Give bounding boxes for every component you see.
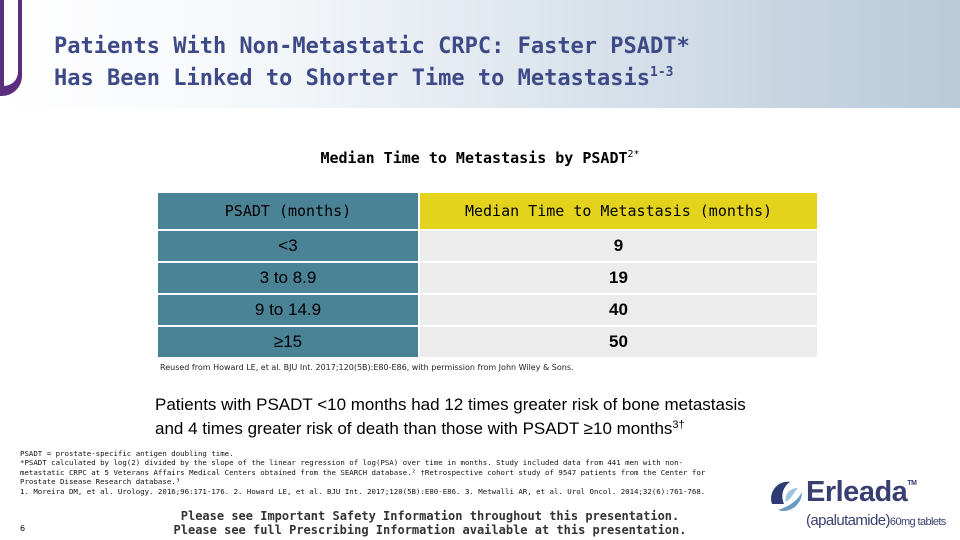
table-row: ≥15 50 xyxy=(158,325,817,357)
key-finding: Patients with PSADT <10 months had 12 ti… xyxy=(155,395,746,438)
footnotes: PSADT = prostate-specific antigen doubli… xyxy=(20,449,745,496)
accent-shape xyxy=(0,0,22,96)
footnote-line: Prostate Disease Research database.³ xyxy=(20,477,181,487)
table-row: 9 to 14.9 40 xyxy=(158,293,817,325)
logo-trademark: TM xyxy=(907,480,917,487)
erleada-logo: ErleadaTM (apalutamide)60mg tablets xyxy=(764,474,946,534)
safety-information: Please see Important Safety Information … xyxy=(173,509,687,537)
table-caption: Median Time to Metastasis by PSADT2* xyxy=(320,149,640,167)
table-header-row: PSADT (months) Median Time to Metastasis… xyxy=(158,193,817,229)
cell-psadt: <3 xyxy=(158,229,420,261)
table-row: 3 to 8.9 19 xyxy=(158,261,817,293)
footnote-line: PSADT = prostate-specific antigen doubli… xyxy=(20,449,234,458)
cell-median: 19 xyxy=(420,261,817,293)
slide-title: Patients With Non-Metastatic CRPC: Faste… xyxy=(54,34,894,92)
logo-dose: 60mg tablets xyxy=(889,516,946,528)
cell-psadt: 9 to 14.9 xyxy=(158,293,420,325)
cell-median: 40 xyxy=(420,293,817,325)
psadt-table: PSADT (months) Median Time to Metastasis… xyxy=(158,193,817,357)
page-number: 6 xyxy=(20,524,26,533)
footnote-line: *PSADT calculated by log(2) divided by t… xyxy=(20,458,683,468)
footnote-line: metastatic CRPC at 5 Veterans Affairs Me… xyxy=(20,467,706,477)
cell-median: 50 xyxy=(420,325,817,357)
table-row: <3 9 xyxy=(158,229,817,261)
cell-psadt: ≥15 xyxy=(158,325,420,357)
footnote-line: 1. Moreira DM, et al. Urology. 2016;96:1… xyxy=(20,486,706,496)
logo-name: Erleada xyxy=(806,476,908,508)
cell-median: 9 xyxy=(420,229,817,261)
erleada-swirl-icon xyxy=(771,481,802,512)
header-psadt: PSADT (months) xyxy=(158,193,420,229)
logo-generic-name: (apalutamide) xyxy=(806,512,891,529)
header-median: Median Time to Metastasis (months) xyxy=(420,193,817,229)
title-line-1: Patients With Non-Metastatic CRPC: Faste… xyxy=(54,34,690,59)
key-finding-superscript: 3† xyxy=(672,419,685,431)
header-band xyxy=(0,0,960,108)
cell-psadt: 3 to 8.9 xyxy=(158,261,420,293)
table-caption-superscript: 2* xyxy=(627,149,640,160)
title-superscript: 1-3 xyxy=(650,65,674,80)
title-line-2: Has Been Linked to Shorter Time to Metas… xyxy=(54,66,651,91)
source-note: Reused from Howard LE, et al. BJU Int. 2… xyxy=(160,363,574,372)
